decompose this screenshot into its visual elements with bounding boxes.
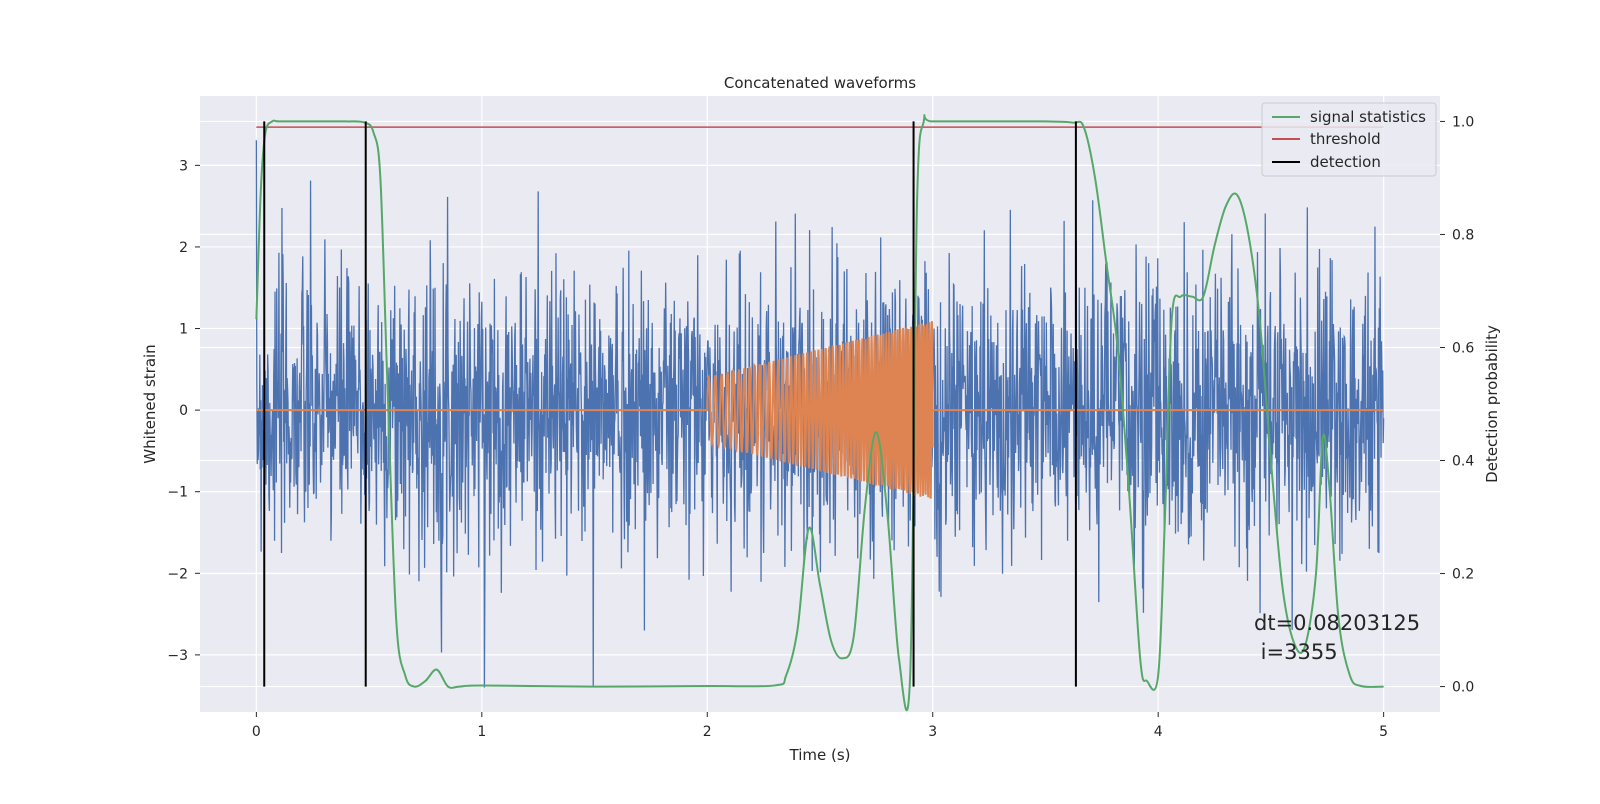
legend-label-detection: detection <box>1310 153 1381 171</box>
y-tick-label: −1 <box>167 485 188 501</box>
chirp-series <box>256 321 1384 499</box>
legend-label-signal-statistics: signal statistics <box>1310 108 1426 126</box>
y-axis-label: Whitened strain <box>141 344 159 463</box>
x-tick-label: 5 <box>1379 724 1388 740</box>
legend: signal statistics threshold detection <box>1261 102 1437 177</box>
x-tick-label: 1 <box>477 724 486 740</box>
x-tick-label: 0 <box>252 724 261 740</box>
axes: 0 1 2 3 4 5 3 2 1 0 −1 −2 −3 1.0 0.8 0.6 0.4 0.2 0.0 <box>167 114 1474 740</box>
x-tick-label: 2 <box>703 724 712 740</box>
y-tick-label: 3 <box>179 158 188 174</box>
y2-tick-label: 1.0 <box>1452 114 1474 130</box>
noise-series <box>255 140 1385 688</box>
y2-tick-label: 0.2 <box>1452 567 1474 583</box>
x-tick-label: 3 <box>928 724 937 740</box>
y2-tick-label: 0.8 <box>1452 227 1474 243</box>
x-axis-label: Time (s) <box>789 746 851 764</box>
legend-frame <box>1261 102 1437 177</box>
legend-label-threshold: threshold <box>1310 130 1381 148</box>
y-tick-label: 0 <box>179 403 188 419</box>
chart-title: Concatenated waveforms <box>724 74 916 92</box>
y-tick-label: 1 <box>179 322 188 338</box>
series-layer <box>255 114 1385 711</box>
y2-tick-label: 0.6 <box>1452 340 1474 356</box>
y2-tick-label: 0.4 <box>1452 454 1474 470</box>
annotation-index: i=3355 <box>1254 640 1338 664</box>
annotation-dt: dt=0.08203125 <box>1254 611 1420 635</box>
y-tick-label: −2 <box>167 566 188 582</box>
y-tick-label: 2 <box>179 240 188 256</box>
y2-axis-label: Detection probability <box>1483 325 1501 483</box>
y2-tick-label: 0.0 <box>1452 680 1474 696</box>
x-tick-label: 4 <box>1154 724 1163 740</box>
y-tick-label: −3 <box>167 648 188 664</box>
